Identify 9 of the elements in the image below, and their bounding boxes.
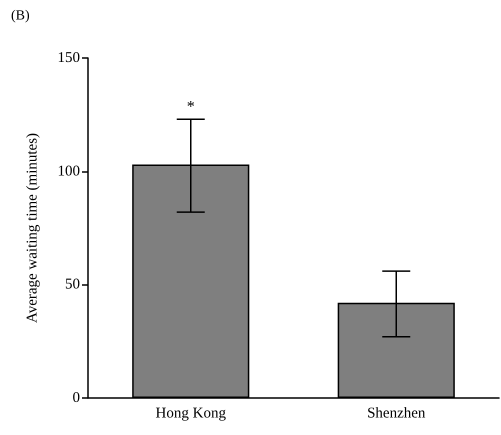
annotation: * xyxy=(186,98,195,116)
y-tick-label: 50 xyxy=(65,276,80,293)
chart-title: (B) xyxy=(11,8,30,24)
x-tick-label: Hong Kong xyxy=(156,406,226,422)
y-tick-label: 100 xyxy=(58,163,80,180)
y-tick-label: 0 xyxy=(72,390,80,406)
y-tick-label: 150 xyxy=(58,50,80,66)
y-axis-title: Average waiting time (minutes) xyxy=(24,132,40,324)
x-tick-label: Shenzhen xyxy=(367,406,426,422)
